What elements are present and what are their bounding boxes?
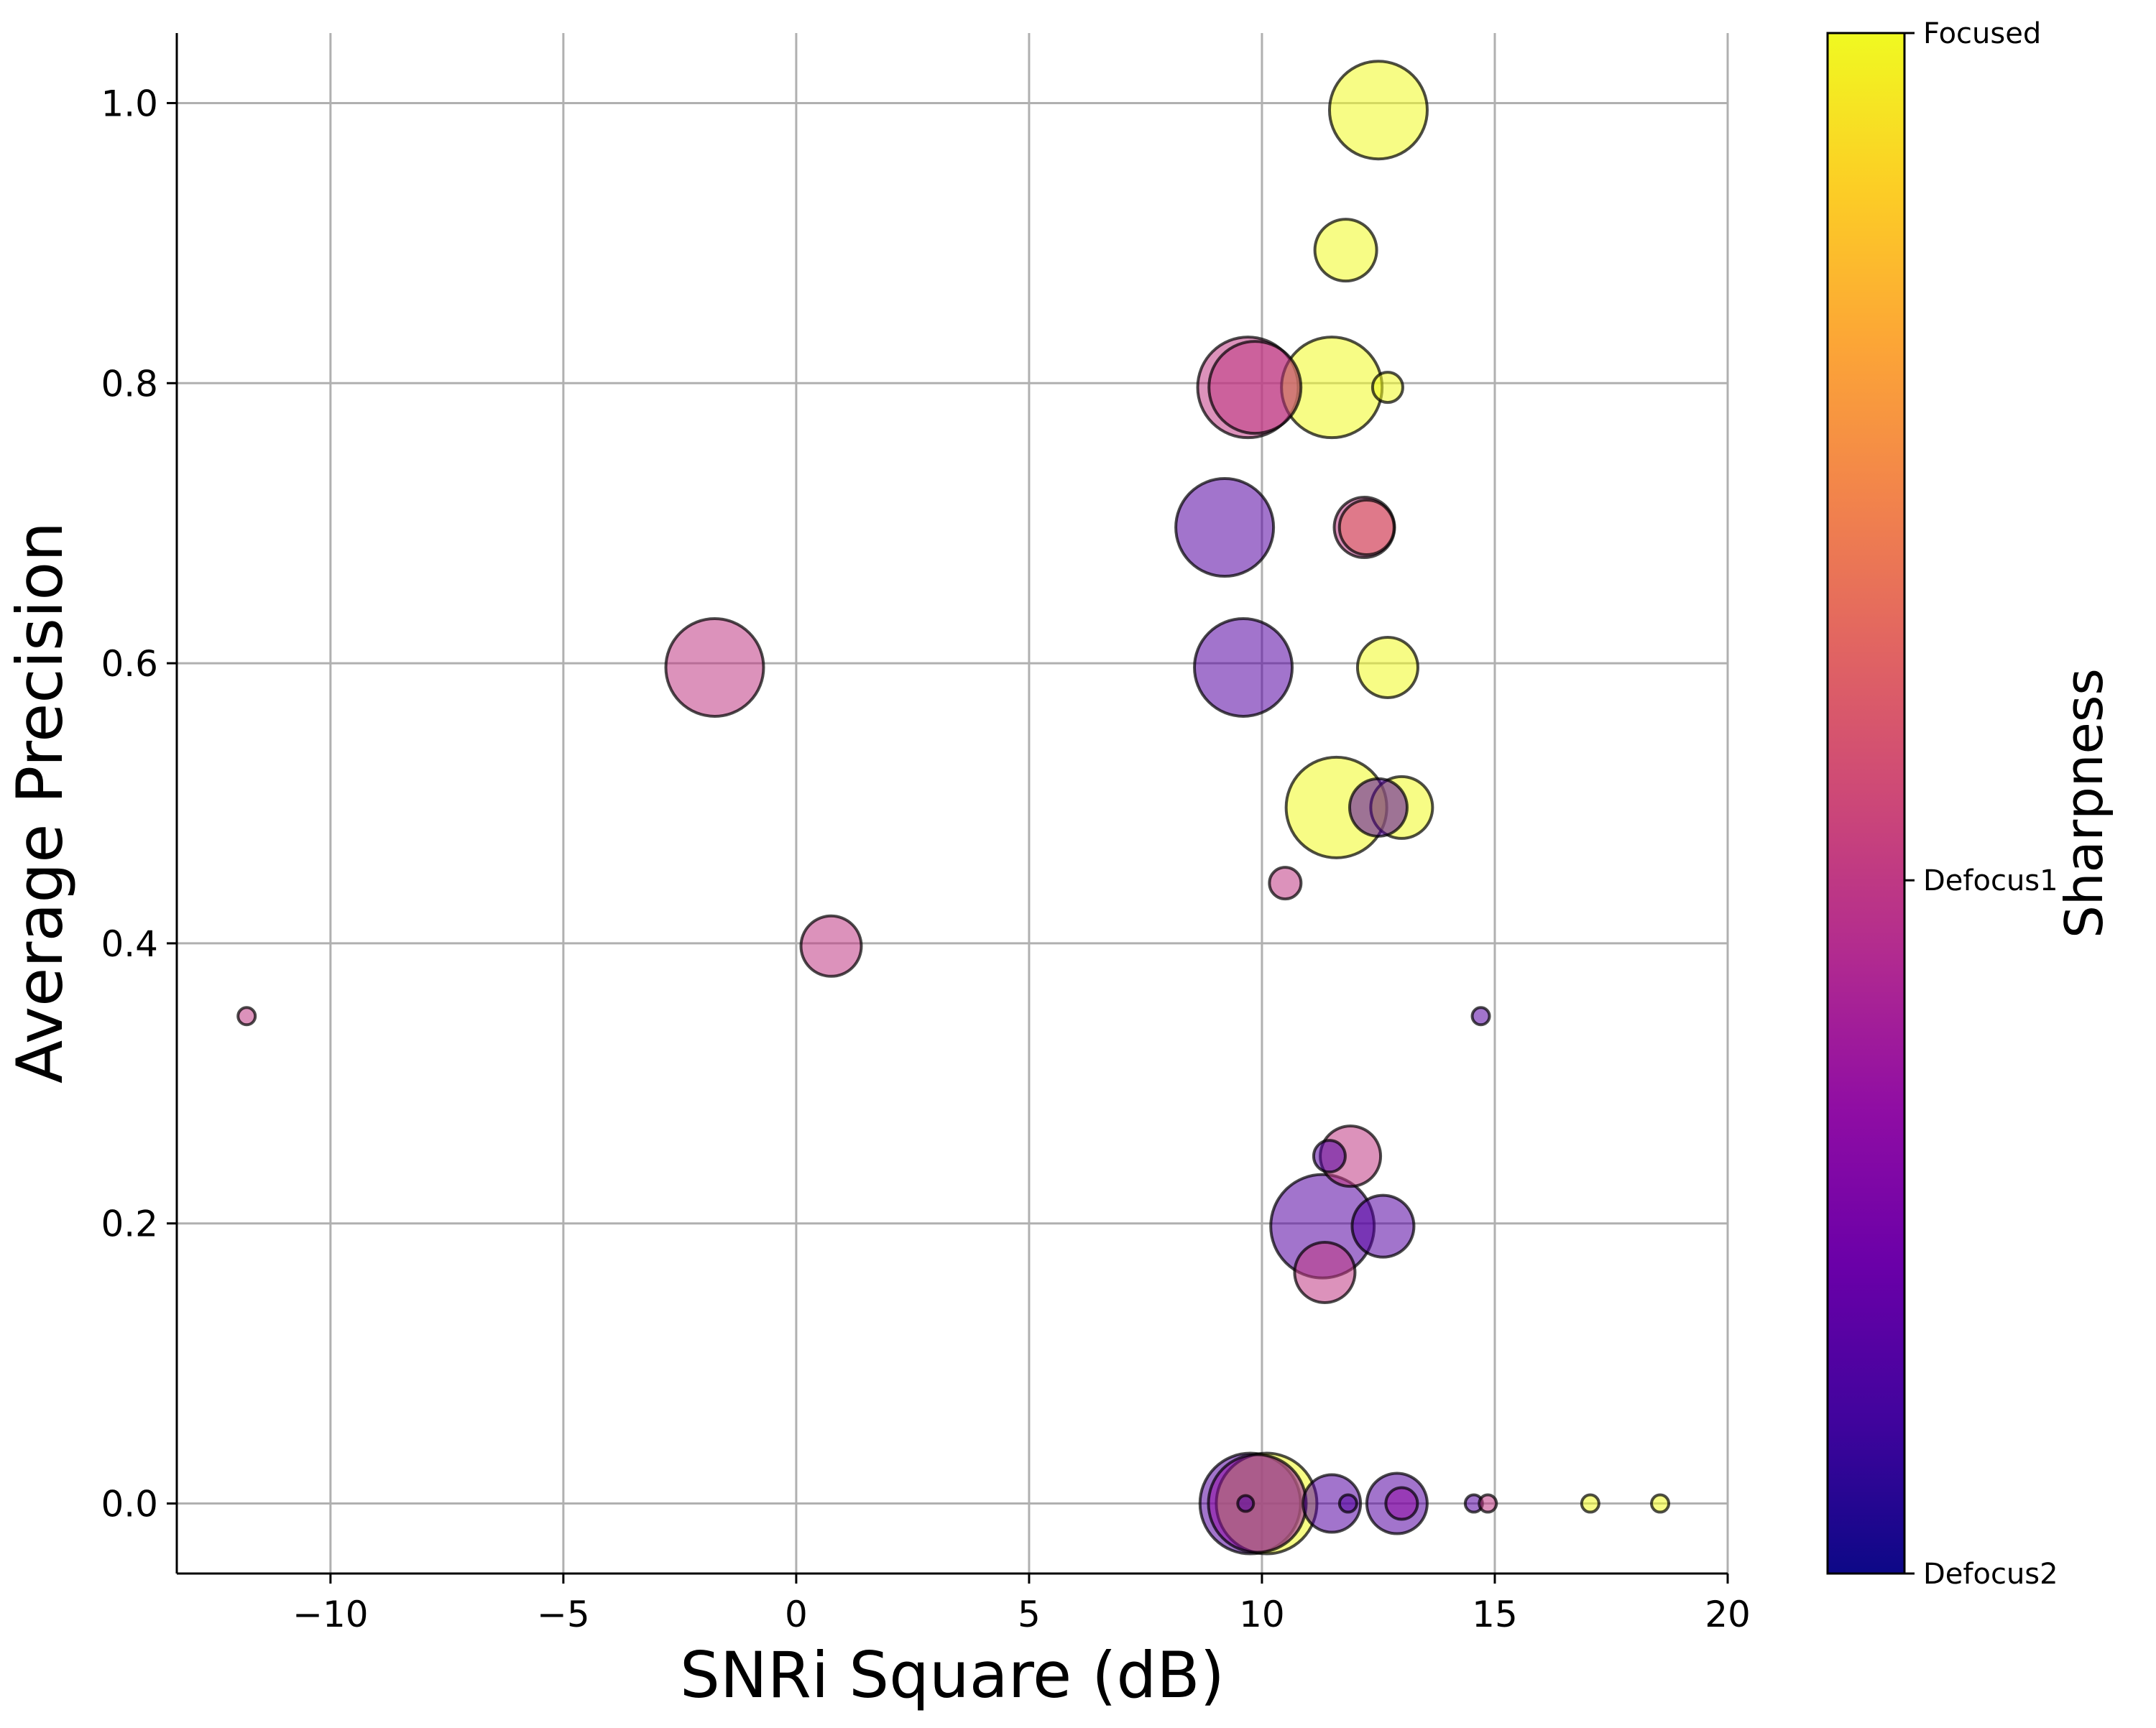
x-axis-title: SNRi Square (dB) xyxy=(680,1638,1225,1712)
data-point xyxy=(236,1006,257,1027)
data-point xyxy=(1350,1193,1416,1259)
tick-labels: −10 −5 0 5 10 15 20 0.0 0.2 0.4 0.6 0.8 1.0 xyxy=(101,83,1750,1635)
data-point xyxy=(1337,499,1396,557)
x-tick-label: 15 xyxy=(1472,1594,1518,1635)
y-tick-label: 0.0 xyxy=(101,1484,158,1525)
data-point xyxy=(1384,1486,1419,1521)
x-tick-label: −10 xyxy=(292,1594,369,1635)
colorbar-tick-label: Defocus2 xyxy=(1923,1558,2058,1591)
grid-lines xyxy=(177,33,1729,1574)
y-axis-title: Average Precision xyxy=(3,522,77,1084)
colorbar-tick-label: Focused xyxy=(1923,17,2041,50)
data-points xyxy=(236,60,1671,1556)
data-point xyxy=(1236,1494,1256,1513)
data-point xyxy=(1470,1006,1491,1027)
x-tick-label: 20 xyxy=(1705,1594,1751,1635)
data-point xyxy=(1650,1493,1671,1514)
data-point xyxy=(1312,1139,1347,1174)
data-point xyxy=(1174,477,1276,578)
data-point xyxy=(1348,777,1409,838)
y-tick-label: 0.2 xyxy=(101,1203,158,1245)
data-point xyxy=(1207,1453,1308,1554)
data-point xyxy=(1580,1493,1600,1514)
data-point xyxy=(1313,218,1378,283)
x-tick-label: 10 xyxy=(1239,1594,1285,1635)
data-point xyxy=(1207,340,1303,435)
x-tick-label: 5 xyxy=(1018,1594,1041,1635)
y-tick-label: 0.8 xyxy=(101,363,158,405)
colorbar: Focused Defocus1 Defocus2 Sharpness xyxy=(1826,17,2114,1591)
data-point xyxy=(1268,866,1303,901)
data-point xyxy=(1355,635,1419,699)
colorbar-title: Sharpness xyxy=(2054,668,2114,938)
data-point xyxy=(664,616,765,718)
data-point xyxy=(1193,616,1294,718)
axes xyxy=(175,33,1728,1575)
data-point xyxy=(1302,1473,1363,1534)
colorbar-tick-label: Defocus1 xyxy=(1923,864,2058,897)
data-point xyxy=(1293,1240,1357,1304)
data-point xyxy=(799,914,863,978)
colorbar-gradient xyxy=(1826,32,1906,1575)
y-tick-label: 0.6 xyxy=(101,643,158,685)
data-point xyxy=(1327,60,1429,161)
y-tick-label: 0.4 xyxy=(101,923,158,965)
x-tick-label: 0 xyxy=(785,1594,808,1635)
data-point xyxy=(1337,1493,1358,1514)
data-point xyxy=(1370,371,1404,405)
data-point xyxy=(1478,1493,1498,1514)
x-tick-label: −5 xyxy=(537,1594,590,1635)
y-tick-label: 1.0 xyxy=(101,83,158,124)
colorbar-ticks: Focused Defocus1 Defocus2 xyxy=(1904,17,2058,1591)
